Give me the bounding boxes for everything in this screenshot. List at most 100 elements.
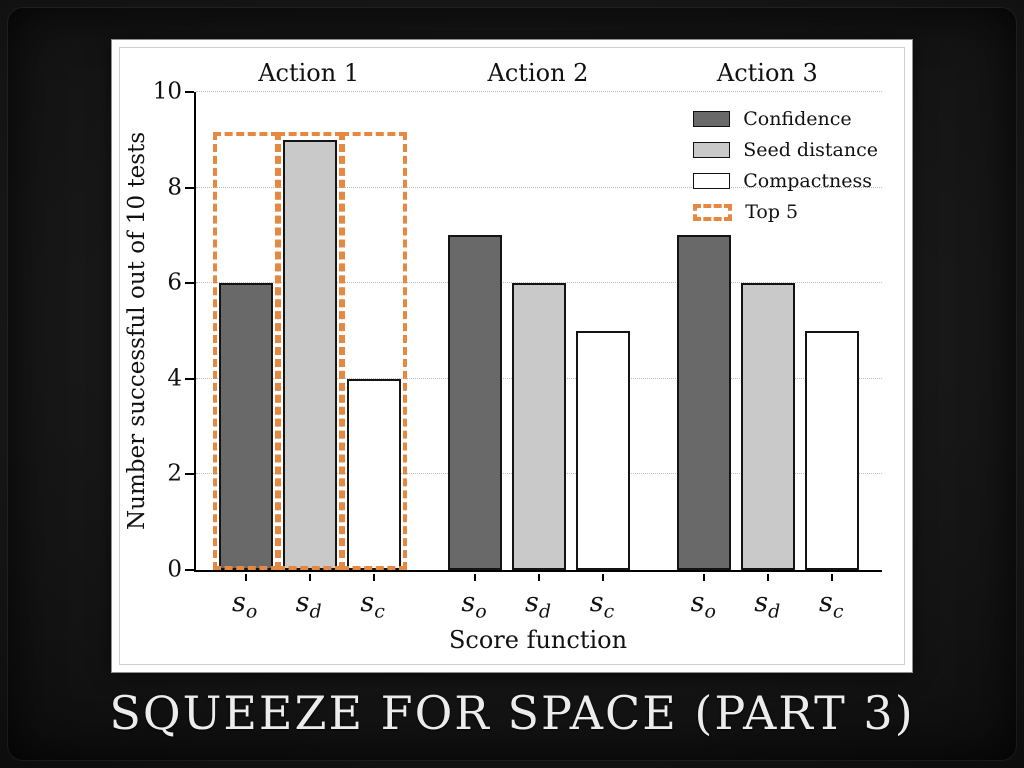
x-tick-label: sc bbox=[575, 588, 629, 622]
x-tick-mark bbox=[702, 574, 705, 581]
y-tick-mark bbox=[185, 377, 194, 380]
x-tick-mark bbox=[766, 574, 769, 581]
y-tick-mark bbox=[185, 473, 194, 476]
y-tick-mark bbox=[185, 186, 194, 189]
legend-swatch bbox=[693, 111, 731, 127]
slide-title: SQUEEZE FOR SPACE (PART 3) bbox=[109, 686, 915, 740]
bar-compactness bbox=[804, 331, 859, 570]
x-tick-base: s bbox=[232, 587, 246, 618]
legend-item: Top 5 bbox=[693, 201, 878, 223]
group-header: Action 3 bbox=[716, 59, 818, 87]
x-tick-group: so sd sc bbox=[653, 588, 882, 622]
x-tick-label: sc bbox=[804, 588, 858, 622]
bar-seed-distance bbox=[283, 139, 338, 570]
bar-compactness bbox=[347, 378, 402, 570]
legend-label: Confidence bbox=[743, 108, 852, 130]
x-tick-subscript: o bbox=[475, 600, 487, 623]
gridline bbox=[196, 282, 882, 284]
x-tick-base: s bbox=[461, 587, 476, 618]
x-tick-subscript: o bbox=[245, 600, 258, 623]
y-tick-label: 2 bbox=[167, 460, 182, 487]
y-tick-label: 10 bbox=[152, 78, 182, 105]
legend-item: Confidence bbox=[693, 108, 878, 130]
y-tick-label: 0 bbox=[167, 556, 182, 583]
group-header-row: Action 1 Action 2 Action 3 bbox=[194, 54, 882, 92]
x-tick-base: s bbox=[524, 587, 539, 618]
legend-swatch bbox=[693, 142, 731, 158]
x-tick-base: s bbox=[295, 587, 310, 618]
y-tick-label: 6 bbox=[167, 269, 182, 296]
y-tick-mark bbox=[185, 569, 194, 571]
x-tick-subscript: c bbox=[374, 600, 385, 623]
legend-label: Seed distance bbox=[743, 139, 878, 161]
x-tick-subscript: c bbox=[832, 600, 844, 623]
x-tick-label: so bbox=[676, 588, 730, 622]
y-tick-label: 8 bbox=[167, 174, 182, 201]
x-tick-label: sd bbox=[740, 588, 794, 622]
group-header: Action 1 bbox=[258, 59, 360, 87]
bar-chart: Action 1 Action 2 Action 3 Confidence Seed … bbox=[153, 54, 882, 655]
bar-slot bbox=[341, 92, 408, 581]
bar-slot bbox=[676, 92, 731, 581]
bar-group bbox=[425, 92, 654, 581]
bar-group bbox=[653, 92, 882, 581]
x-tick-mark bbox=[538, 574, 540, 581]
x-tick-row: so sd sc so sd sc so sd sc bbox=[194, 588, 882, 622]
x-tick-base: s bbox=[819, 587, 833, 618]
x-tick-group: so sd sc bbox=[423, 588, 652, 622]
x-tick-subscript: c bbox=[603, 600, 615, 623]
y-tick-mark bbox=[185, 91, 194, 93]
x-tick-mark bbox=[245, 574, 248, 581]
group-header: Action 2 bbox=[487, 59, 589, 87]
legend-swatch bbox=[693, 173, 731, 189]
bar-slot bbox=[448, 92, 502, 581]
x-tick-mark bbox=[830, 574, 833, 581]
bar-slot bbox=[277, 92, 344, 581]
x-tick-base: s bbox=[754, 587, 769, 618]
legend-item: Compactness bbox=[693, 170, 878, 192]
x-tick-mark bbox=[474, 574, 476, 581]
x-tick-subscript: d bbox=[768, 600, 781, 623]
bar-confidence bbox=[676, 235, 731, 570]
bar-slot bbox=[804, 92, 859, 581]
bar-slot bbox=[576, 92, 630, 581]
gridline bbox=[196, 91, 882, 92]
x-tick-base: s bbox=[589, 587, 604, 618]
legend-item: Seed distance bbox=[693, 139, 878, 161]
bar-slot bbox=[512, 92, 566, 581]
legend-swatch-top5 bbox=[693, 203, 733, 221]
x-tick-group: so sd sc bbox=[194, 588, 423, 622]
bar-confidence bbox=[448, 235, 502, 570]
legend-label: Compactness bbox=[743, 170, 872, 192]
chart-panel: Number successful out of 10 tests Action… bbox=[112, 40, 912, 672]
bar-seed-distance bbox=[740, 283, 795, 570]
x-axis-label: Score function bbox=[448, 626, 628, 655]
x-tick-label: sd bbox=[511, 588, 565, 622]
bar-slot bbox=[213, 92, 280, 581]
x-tick-label: sd bbox=[282, 588, 336, 622]
bar-slot bbox=[740, 92, 795, 581]
legend-label: Top 5 bbox=[745, 201, 799, 223]
x-tick-subscript: o bbox=[704, 600, 716, 623]
y-tick-mark bbox=[185, 282, 194, 285]
x-tick-base: s bbox=[690, 587, 705, 618]
x-tick-label: so bbox=[447, 588, 501, 622]
legend: Confidence Seed distance Compactness Top 5 bbox=[693, 108, 878, 223]
x-tick-subscript: d bbox=[309, 600, 322, 623]
gridline bbox=[196, 186, 882, 188]
bar-group bbox=[196, 92, 425, 581]
x-tick-mark bbox=[309, 574, 312, 581]
x-tick-label: sc bbox=[346, 588, 400, 622]
x-tick-base: s bbox=[360, 587, 375, 618]
bar-seed-distance bbox=[512, 283, 566, 570]
plot-area: Confidence Seed distance Compactness Top 5 … bbox=[153, 80, 882, 581]
chart-panel-border: Number successful out of 10 tests Action… bbox=[119, 47, 905, 665]
x-tick-mark bbox=[602, 574, 604, 581]
y-tick-label: 4 bbox=[167, 365, 182, 392]
bar-compactness bbox=[576, 331, 630, 570]
y-axis-label: Number successful out of 10 tests bbox=[124, 131, 150, 531]
x-tick-mark bbox=[373, 574, 376, 581]
x-tick-subscript: d bbox=[538, 600, 551, 623]
bar-confidence bbox=[219, 283, 274, 570]
